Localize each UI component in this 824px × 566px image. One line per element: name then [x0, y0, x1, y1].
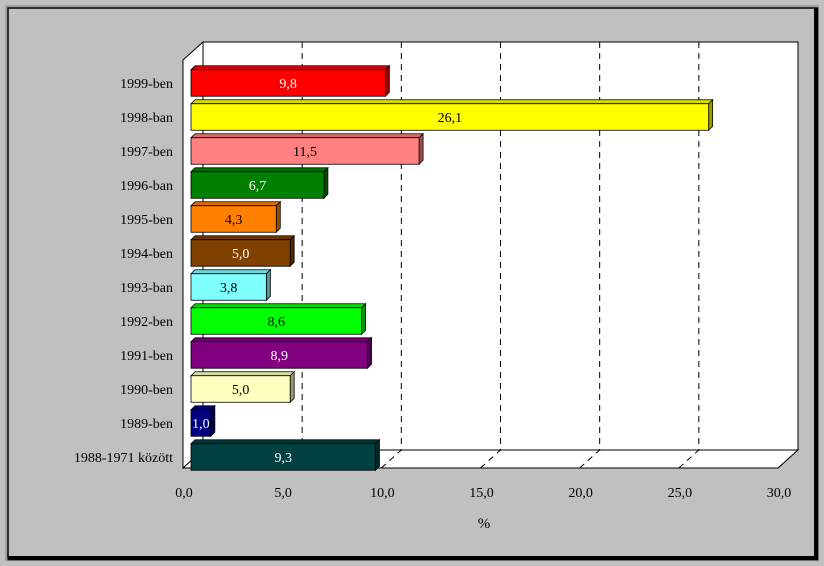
- bar-front: [190, 69, 386, 97]
- bar-top: [190, 303, 367, 309]
- bar-side: [289, 234, 295, 268]
- bar-side: [708, 98, 714, 132]
- category-label: 1995-ben: [120, 213, 173, 228]
- category-label: 1996-ban: [120, 179, 173, 194]
- chart-bottom-shadow: [8, 556, 818, 560]
- bar-top: [190, 133, 425, 139]
- x-tick-label: 20,0: [568, 486, 593, 501]
- x-tick-label: 30,0: [767, 486, 792, 501]
- floor-gridline: [480, 449, 501, 469]
- category-label: 1989-ben: [120, 417, 173, 432]
- category-label: 1988-1971 között: [74, 451, 173, 466]
- bar-front: [190, 443, 376, 471]
- bar-side: [210, 404, 216, 438]
- bar-top: [190, 65, 391, 71]
- data-label: 6,7: [249, 179, 267, 194]
- bar-side: [384, 64, 390, 98]
- bar-front: [190, 273, 267, 301]
- bar-front: [190, 239, 291, 267]
- x-tick-labels: 0,0 5,0 10,0 15,0 20,0 25,0 30,0: [175, 486, 791, 501]
- data-label: 8,9: [271, 349, 289, 364]
- data-label: 11,5: [293, 145, 317, 160]
- bar: 8,9: [190, 336, 373, 370]
- bar-top: [190, 99, 714, 105]
- category-label: 1990-ben: [120, 383, 173, 398]
- bar-side: [367, 336, 372, 370]
- bar-top: [190, 371, 296, 377]
- bar-top: [190, 201, 282, 207]
- bar-side: [361, 302, 366, 336]
- x-tick-label: 10,0: [370, 486, 395, 501]
- bar: 9,3: [190, 438, 381, 472]
- floor-gridline: [380, 449, 402, 469]
- bar: 4,3: [190, 200, 282, 234]
- data-label: 9,8: [279, 77, 297, 92]
- bar: 11,5: [190, 132, 425, 166]
- x-axis-label: %: [478, 516, 491, 532]
- bar-side: [265, 268, 271, 302]
- data-label: 1,0: [192, 417, 210, 432]
- x-tick-label: 5,0: [274, 486, 292, 501]
- bar-front: [190, 103, 710, 131]
- bar-front: [190, 137, 420, 165]
- data-label: 5,0: [232, 247, 250, 262]
- category-label: 1999-ben: [120, 77, 173, 92]
- bar-side: [375, 438, 380, 472]
- bar-side: [275, 200, 281, 234]
- bar-side: [418, 132, 424, 166]
- data-label: 8,6: [268, 315, 286, 330]
- bar-front: [190, 375, 291, 403]
- bar: 6,7: [190, 166, 329, 200]
- x-tick-label: 25,0: [668, 486, 693, 501]
- bar: 5,0: [190, 370, 296, 404]
- data-label: 4,3: [225, 213, 243, 228]
- bar: 8,6: [190, 302, 367, 336]
- x-tick-label: 15,0: [469, 486, 494, 501]
- category-label: 1994-ben: [120, 247, 173, 262]
- bar-front: [190, 307, 362, 335]
- chart-right-shadow: [814, 8, 818, 560]
- bar-front: [190, 341, 368, 369]
- floor-gridline: [678, 449, 700, 469]
- category-labels: 1999-ben 1998-ban 1997-ben 1996-ban 1995-ben…: [74, 77, 173, 466]
- bar: 26,1: [190, 98, 714, 132]
- bar-top: [190, 235, 296, 241]
- bar-top: [190, 269, 272, 275]
- data-label: 3,8: [220, 281, 238, 296]
- bar-side: [323, 166, 329, 200]
- bar-top: [190, 439, 381, 445]
- bar-top: [190, 167, 329, 173]
- floor-gridline: [777, 449, 799, 469]
- x-tick-label: 0,0: [175, 486, 193, 501]
- bar-front: [190, 409, 212, 437]
- bar: 9,8: [190, 64, 391, 98]
- data-label: 9,3: [274, 451, 292, 466]
- data-label: 5,0: [232, 383, 250, 398]
- category-label: 1992-ben: [120, 315, 173, 330]
- bar-top: [190, 337, 373, 343]
- category-label: 1997-ben: [120, 145, 173, 160]
- data-label: 26,1: [438, 111, 463, 126]
- floor-gridline: [579, 449, 601, 469]
- bar-front: [190, 171, 325, 199]
- category-label: 1993-ban: [120, 281, 173, 296]
- bar: 1,0: [190, 404, 216, 438]
- bar: 3,8: [190, 268, 272, 302]
- category-label: 1991-ben: [120, 349, 173, 364]
- bar-front: [190, 205, 277, 233]
- bars: 9,8 26,1 11,5 6,7 4,3 5,0 3,8 8,6 8,9 5,0 1,0 9,3: [190, 64, 714, 472]
- category-label: 1998-ban: [120, 111, 173, 126]
- bar: 5,0: [190, 234, 296, 268]
- bar-side: [289, 370, 295, 404]
